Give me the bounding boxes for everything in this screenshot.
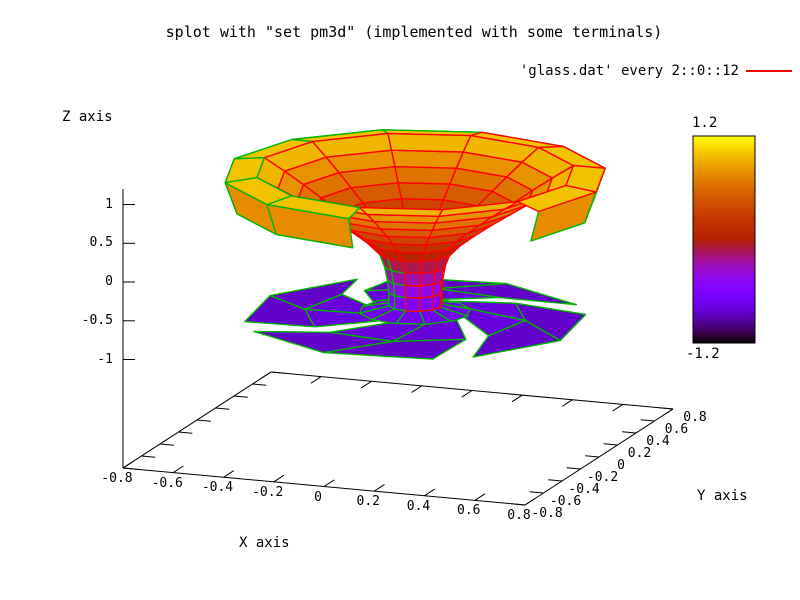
colorbar-rect [693,136,755,343]
legend: 'glass.dat' every 2::0::12 [520,63,792,79]
y-tick-label: 0.2 [627,445,652,461]
surface-quad [419,296,433,312]
colorbar-frame [692,135,756,344]
y-tick-label: -0.6 [549,493,582,509]
x-tick-mark [424,488,435,497]
x-tick-mark [524,497,536,506]
x-tick-mark [223,470,234,478]
x-tick-mark-mirror [361,380,372,389]
x-tick-mark [122,460,134,469]
y-tick-label: 0.4 [646,433,670,449]
y-tick-mark [659,407,674,410]
axes-group [122,189,674,506]
colorbar-min-label: -1.2 [686,346,720,362]
surface-quad [419,283,434,299]
y-tick-mark [585,455,600,458]
z-tick-label: 0.5 [89,235,113,251]
y-tick-mark-mirror [196,419,211,422]
x-tick-mark [273,474,285,483]
colorbar-max-label: 1.2 [692,115,718,131]
plot-title: splot with "set pm3d" (implemented with … [165,23,663,41]
x-tick-mark-mirror [662,408,674,417]
surface-quad [402,260,422,275]
y-tick-mark [603,443,618,446]
legend-line-sample [746,70,792,72]
z-tick-label: -1 [97,351,113,367]
y-tick-mark-mirror [159,443,174,446]
colorbar-group [692,135,756,344]
x-tick-label: -0.4 [201,480,234,496]
surface-quad [403,272,422,287]
z-tick-label: 1 [105,196,113,212]
surface-quad [397,251,425,263]
y-tick-mark-mirror [270,371,285,374]
x-tick-mark-mirror [511,394,523,403]
y-tick-label: -0.2 [586,469,619,485]
x-tick-mark-mirror [562,399,573,407]
surface-quad [387,132,472,153]
x-tick-mark-mirror [612,403,624,412]
y-tick-mark-mirror [215,407,230,410]
x-axis-label: X axis [239,535,290,551]
surface-quad [359,206,444,218]
x-tick-mark-mirror [260,371,272,380]
y-tick-label: 0.8 [683,409,707,425]
surface-quad [419,271,436,287]
y-tick-mark-mirror [178,431,193,434]
y-tick-label: 0 [617,457,625,473]
y-tick-label: -0.8 [531,505,563,521]
y-tick-mark [566,467,581,470]
x-tick-mark-mirror [310,376,322,384]
x-tick-mark [474,493,486,501]
surface-quad [404,284,421,299]
surface-group [224,129,606,360]
surface-quad [394,165,458,185]
surface-quad [472,319,561,358]
y-axis-label: Y axis [697,488,748,504]
z-axis-label: Z axis [62,109,113,125]
x-tick-mark [172,465,184,474]
legend-label: 'glass.dat' every 2::0::12 [519,63,739,79]
x-tick-label: 0 [314,489,322,505]
x-tick-label: 0.2 [356,494,380,510]
x-tick-label: 0.6 [457,503,481,519]
y-tick-mark-mirror [122,467,137,470]
surface-quad [323,338,467,360]
y-tick-mark-mirror [252,383,267,386]
y-tick-mark-mirror [141,455,156,458]
y-tick-mark [511,503,526,506]
surface-quad [397,181,451,201]
surface-quad [405,297,421,312]
x-tick-label: -0.8 [101,471,133,487]
y-tick-mark [529,491,544,494]
x-tick-mark [374,484,385,492]
x-tick-mark-mirror [461,390,473,398]
z-tick-label: -0.5 [81,312,113,328]
y-tick-mark [622,431,637,434]
z-tick-label: 0 [105,274,113,290]
x-tick-label: -0.6 [151,475,183,491]
y-tick-label: 0.6 [664,421,689,437]
y-tick-mark [548,479,563,482]
surface-quad [266,195,361,220]
x-tick-mark-mirror [411,385,422,393]
surface-quad [517,184,597,213]
y-tick-mark-mirror [233,395,248,398]
x-tick-label: -0.2 [252,484,284,500]
y-tick-label: -0.4 [568,481,600,497]
y-tick-mark [640,419,655,422]
x-tick-mark [323,479,335,487]
x-tick-label: 0.4 [406,498,431,514]
x-tick-label: 0.8 [507,507,531,523]
surface-quad [390,149,464,169]
